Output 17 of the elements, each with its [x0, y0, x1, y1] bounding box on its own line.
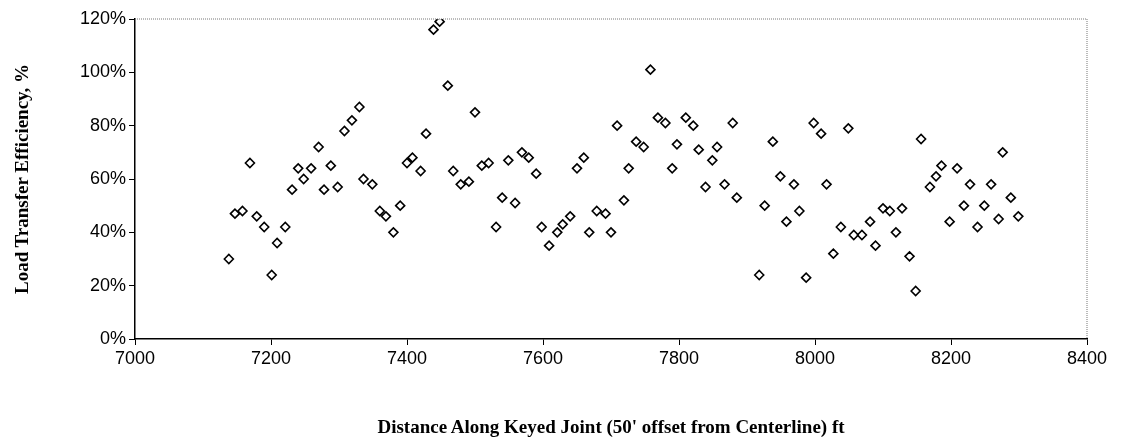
x-tick-label: 7200	[250, 347, 292, 368]
x-tick-label: 7000	[114, 347, 156, 368]
x-tick-label: 8000	[794, 347, 836, 368]
x-tick-label: 8400	[1066, 347, 1108, 368]
x-tick-label: 8200	[930, 347, 972, 368]
x-tick-label: 7400	[386, 347, 428, 368]
y-tick-label: 120%	[79, 7, 126, 28]
x-axis-title: Distance Along Keyed Joint (50' offset from Centerline) ft	[377, 415, 846, 438]
x-tick-label: 7800	[658, 347, 700, 368]
y-tick-label: 80%	[89, 114, 126, 135]
y-tick-label: 0%	[99, 327, 126, 348]
y-tick-label: 20%	[89, 274, 126, 295]
y-tick-label: 40%	[89, 221, 126, 242]
y-tick-label: 60%	[89, 167, 126, 188]
y-tick-label: 100%	[79, 61, 126, 82]
y-axis-title: Load Transfer Efficiency, %	[11, 63, 33, 295]
x-tick-label: 7600	[522, 347, 564, 368]
